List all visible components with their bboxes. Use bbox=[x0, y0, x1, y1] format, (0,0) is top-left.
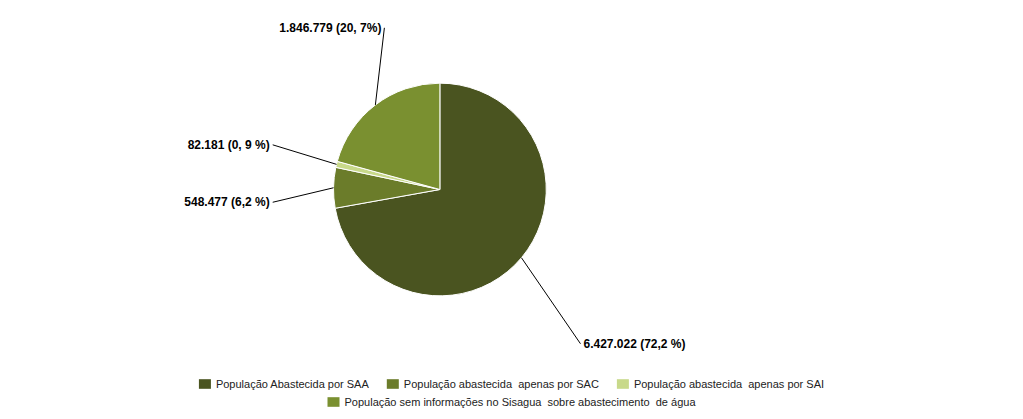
data-label: 82.181 (0, 9 %) bbox=[188, 138, 270, 152]
legend-swatch bbox=[387, 379, 399, 389]
leader-line bbox=[375, 28, 384, 105]
slices bbox=[334, 83, 547, 296]
legend-swatch bbox=[328, 397, 340, 407]
chart: População Abastecida por SAA População ab… bbox=[0, 0, 1023, 419]
legend-swatch bbox=[617, 379, 629, 389]
legend-item: População abastecida apenas por SAC bbox=[387, 378, 599, 390]
annotations: 6.427.022 (72,2 %) 548.477 (6,2 %) 82.181 … bbox=[184, 21, 685, 351]
legend-label: População Abastecida por SAA bbox=[216, 378, 370, 390]
leader-line bbox=[273, 188, 334, 202]
leader-line bbox=[273, 145, 337, 165]
leader-line bbox=[521, 258, 580, 344]
legend-swatch bbox=[199, 379, 211, 389]
legend-label: População abastecida apenas por SAC bbox=[404, 378, 599, 390]
pie bbox=[334, 83, 547, 296]
legend: População Abastecida por SAA População ab… bbox=[199, 378, 824, 408]
data-label: 6.427.022 (72,2 %) bbox=[583, 337, 685, 351]
slice bbox=[337, 83, 440, 189]
legend-item: População Abastecida por SAA bbox=[199, 378, 370, 390]
legend-item: População sem informações no Sisagua sob… bbox=[328, 396, 697, 408]
legend-item: População abastecida apenas por SAI bbox=[617, 378, 824, 390]
data-label: 1.846.779 (20, 7%) bbox=[279, 21, 381, 35]
legend-label: População sem informações no Sisagua sob… bbox=[345, 396, 697, 408]
legend-label: População abastecida apenas por SAI bbox=[634, 378, 824, 390]
data-label: 548.477 (6,2 %) bbox=[184, 195, 269, 209]
